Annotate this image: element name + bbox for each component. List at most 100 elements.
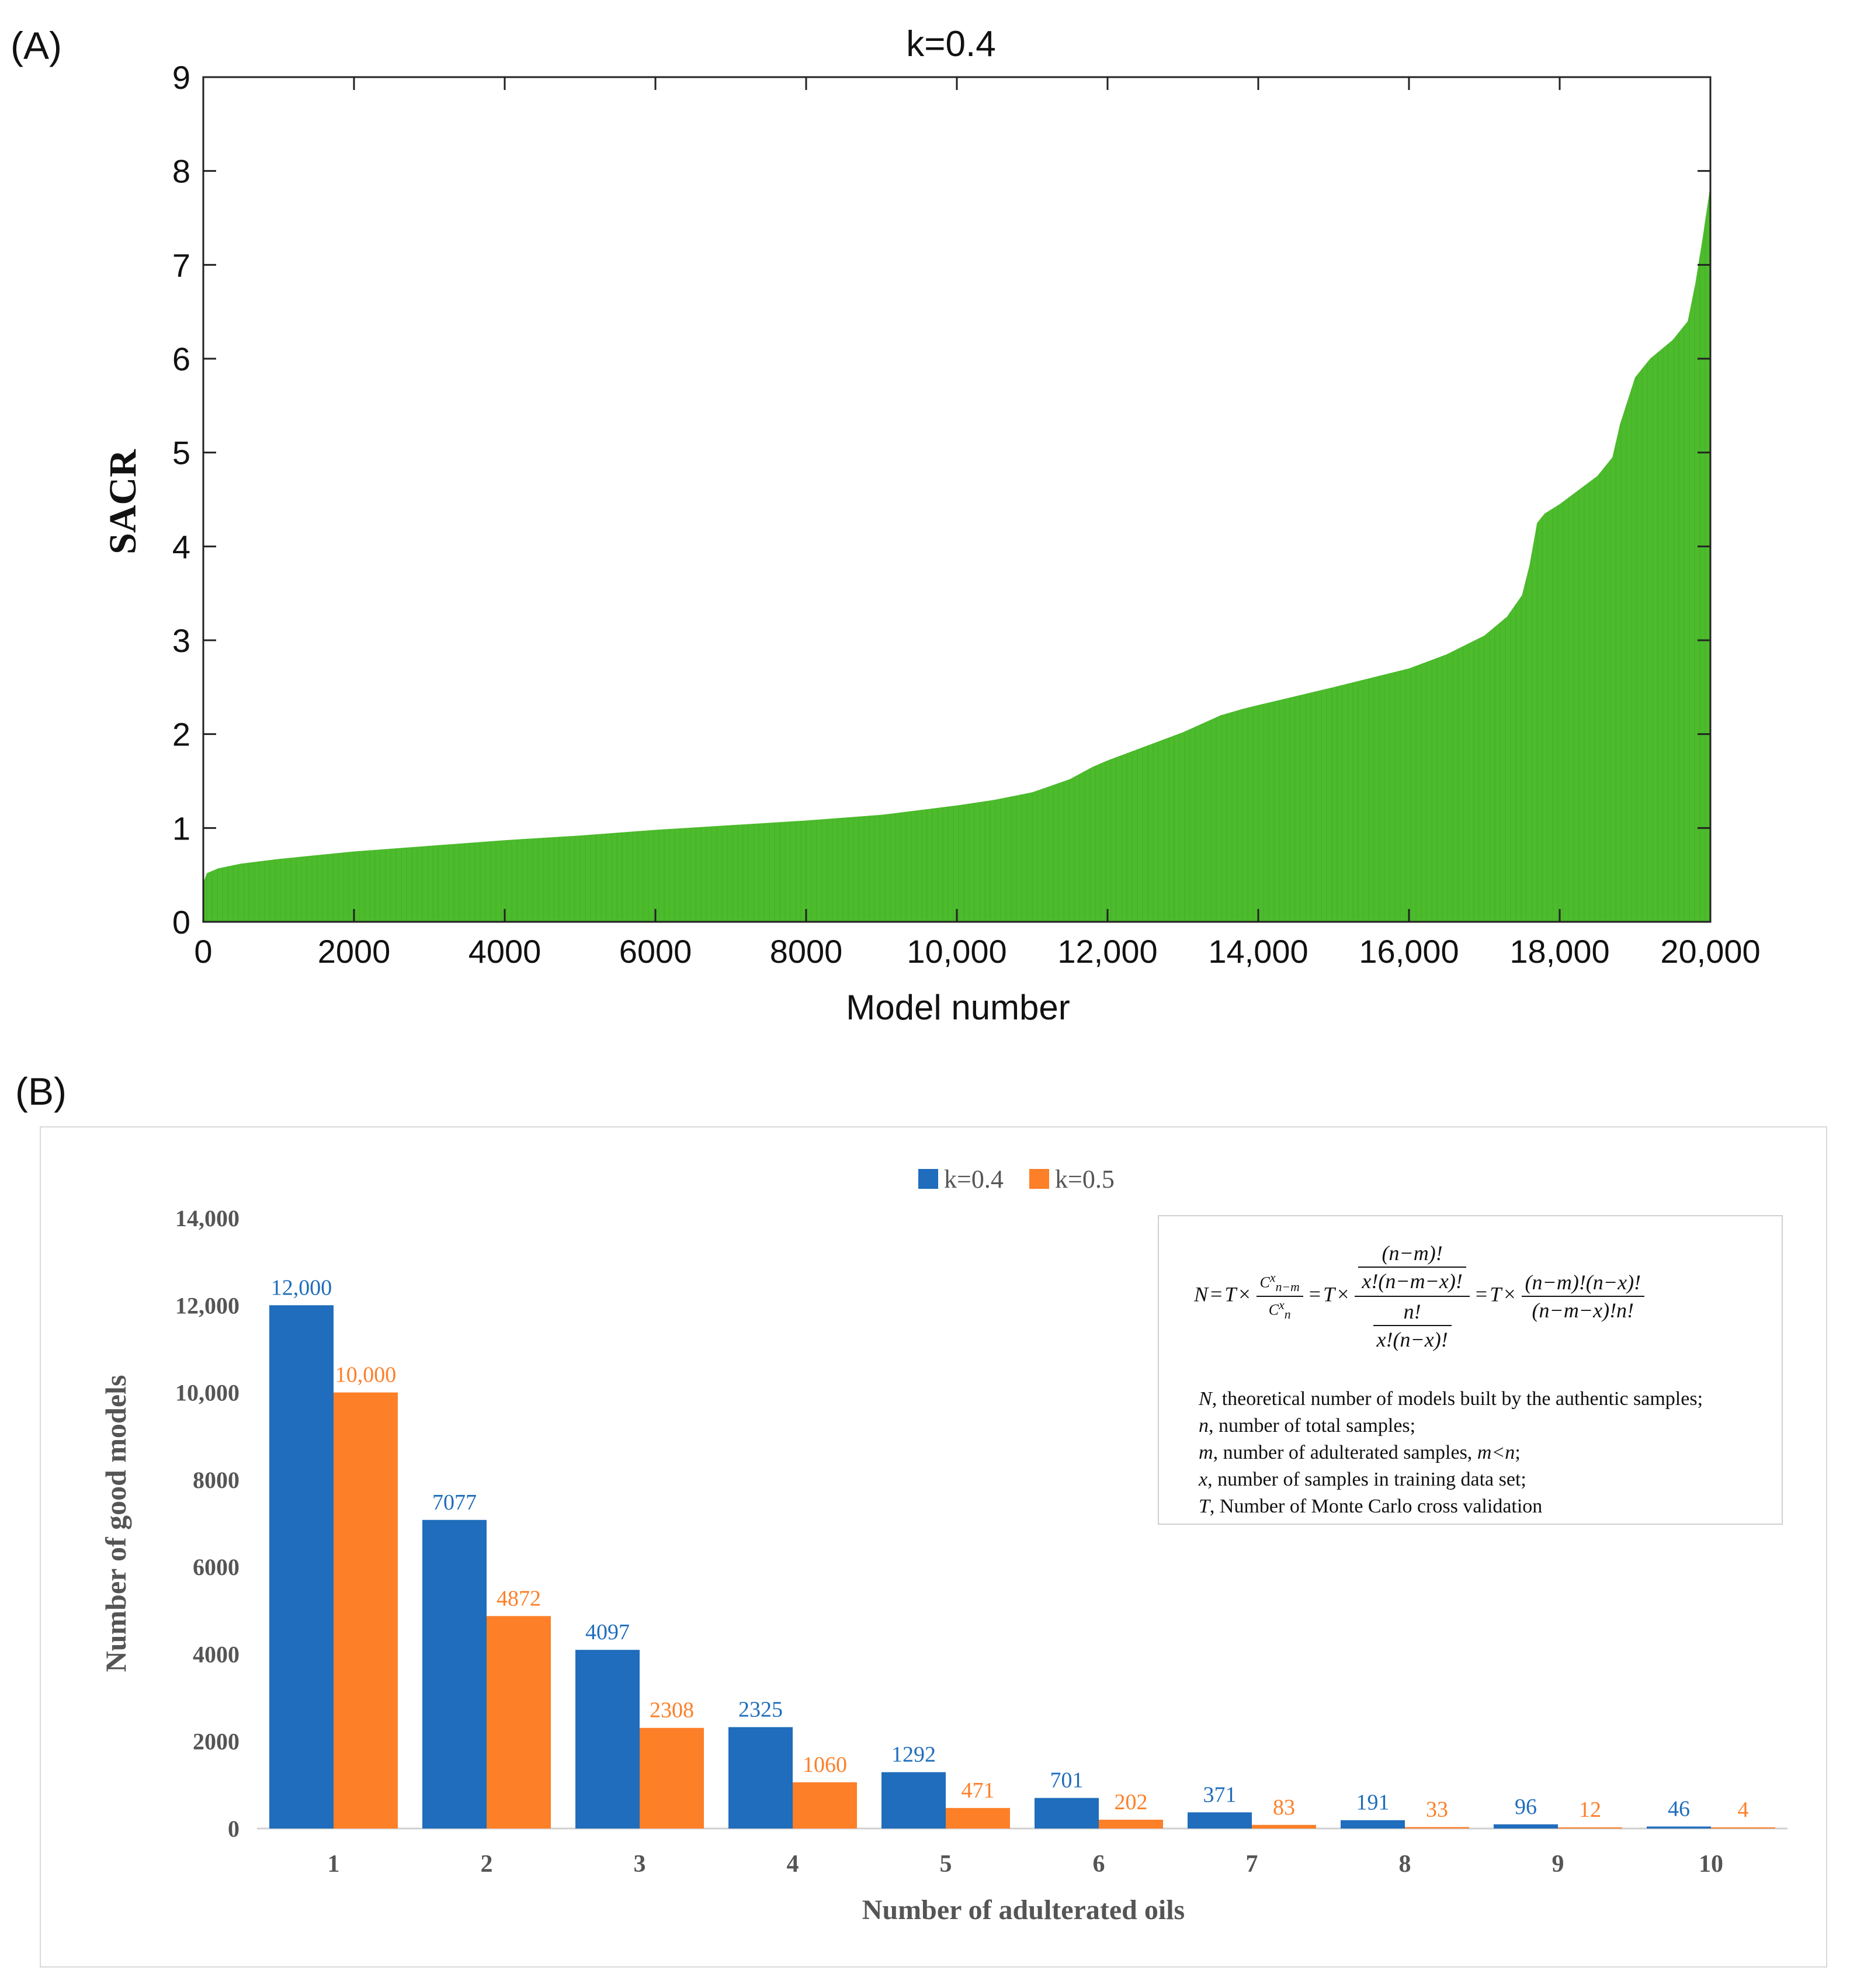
bar-k-05-cat-8 [1405, 1827, 1469, 1829]
data-label: 96 [1515, 1795, 1537, 1819]
bar-k-05-cat-7 [1252, 1824, 1316, 1829]
y-tick-label: 6000 [193, 1554, 240, 1580]
x-axis-label: Number of adulterated oils [862, 1895, 1185, 1925]
y-tick-label: 0 [172, 904, 190, 941]
x-tick-label: 9 [1552, 1851, 1564, 1878]
bar-k-04-cat-9 [1494, 1824, 1558, 1829]
sacr-bar-texture [206, 221, 1706, 922]
formula-box: N = T × Cxn−m Cxn = T × (n−m)! x!(n−m−x)! n! x!(n−x)… [1158, 1215, 1783, 1525]
y-tick-label: 7 [172, 247, 190, 283]
panel-b-frame [40, 1126, 1827, 1968]
x-tick-label: 5 [940, 1851, 952, 1878]
x-tick-label: 8 [1399, 1851, 1411, 1878]
bar-k-05-cat-2 [487, 1616, 551, 1829]
y-axis-label: SACR [102, 449, 144, 554]
y-tick-label: 14,000 [175, 1205, 240, 1231]
data-label: 4872 [497, 1586, 541, 1611]
definition-T: T, Number of Monte Carlo cross validatio… [1199, 1496, 1543, 1517]
bar-k-05-cat-4 [793, 1782, 857, 1829]
data-label: 7077 [432, 1490, 477, 1515]
x-tick-label: 4 [787, 1851, 799, 1878]
data-label: 191 [1356, 1791, 1390, 1815]
bar-k-04-cat-2 [422, 1519, 487, 1829]
data-label: 202 [1115, 1790, 1148, 1814]
x-axis-label: Model number [846, 988, 1070, 1027]
data-label: 83 [1273, 1795, 1295, 1820]
x-tick-label: 12,000 [1057, 933, 1157, 970]
bar-k-04-cat-10 [1647, 1826, 1711, 1829]
bar-k-05-cat-10 [1711, 1827, 1775, 1829]
x-tick-label: 8000 [770, 933, 843, 970]
x-tick-label: 6000 [619, 933, 692, 970]
legend-label: k=0.4 [944, 1165, 1004, 1194]
bar-k-05-cat-6 [1099, 1819, 1163, 1829]
bar-k-05-cat-5 [946, 1807, 1010, 1829]
data-label: 4 [1738, 1798, 1749, 1822]
sacr-area-chart: 0 2000 4000 6000 8000 10,000 12,000 14,000 16,00… [102, 24, 1761, 1027]
data-label: 2325 [738, 1697, 783, 1722]
x-tick-label: 14,000 [1208, 933, 1308, 970]
data-label: 33 [1426, 1798, 1448, 1822]
bar-k-05-cat-1 [334, 1392, 398, 1829]
x-tick-label: 18,000 [1509, 933, 1609, 970]
formula-equation: N = T × Cxn−m Cxn = T × (n−m)! x!(n−m−x)! n! x!(n−x)… [1194, 1238, 1648, 1354]
definition-n: n, number of total samples; [1199, 1415, 1416, 1437]
data-label: 2308 [650, 1698, 694, 1723]
data-label: 1060 [803, 1753, 847, 1777]
legend-swatch [1029, 1169, 1049, 1189]
bar-k-04-cat-8 [1341, 1820, 1405, 1829]
legend-label: k=0.5 [1055, 1165, 1115, 1194]
y-tick-label: 4 [172, 528, 190, 565]
formula-definitions: N, theoretical number of models built by… [1199, 1386, 1703, 1520]
data-label: 1292 [891, 1743, 936, 1767]
bar-k-04-cat-1 [269, 1305, 334, 1829]
chart-title: k=0.4 [906, 24, 995, 64]
x-tick-label: 2 [481, 1851, 493, 1878]
bar-k-05-cat-9 [1558, 1827, 1622, 1829]
legend-swatch [918, 1169, 938, 1189]
factorial-fraction: (n−m)! x!(n−m−x)! n! x!(n−x)! [1355, 1238, 1470, 1354]
definition-x: x, number of samples in training data se… [1199, 1469, 1526, 1490]
data-label: 12,000 [271, 1275, 332, 1300]
bar-k-04-cat-6 [1035, 1798, 1099, 1829]
y-tick-label: 4000 [193, 1641, 240, 1667]
bar-k-04-cat-4 [728, 1727, 793, 1829]
data-label: 46 [1668, 1797, 1690, 1822]
data-label: 12 [1579, 1798, 1601, 1822]
data-label: 471 [962, 1778, 995, 1803]
x-tick-label: 6 [1093, 1851, 1105, 1878]
y-tick-label: 0 [228, 1816, 240, 1842]
y-axis-label: Number of good models [99, 1375, 132, 1673]
panel-b-label: (B) [15, 1070, 67, 1113]
bar-k-04-cat-5 [881, 1772, 946, 1829]
y-tick-label: 2 [172, 716, 190, 753]
y-tick-label: 3 [172, 622, 190, 659]
bar-k-04-cat-7 [1188, 1812, 1252, 1829]
y-tick-label: 10,000 [175, 1380, 240, 1406]
x-tick-label: 4000 [468, 933, 542, 970]
x-tick-label: 0 [194, 933, 212, 970]
data-label: 371 [1203, 1782, 1237, 1807]
y-tick-label: 8000 [193, 1467, 240, 1493]
x-tick-label: 10,000 [907, 933, 1006, 970]
panel-a-label: (A) [11, 24, 62, 67]
y-tick-label: 9 [172, 59, 190, 96]
x-tick-label: 10 [1699, 1851, 1723, 1878]
sacr-area [203, 185, 1710, 922]
x-tick-label: 3 [634, 1851, 646, 1878]
y-tick-label: 8 [172, 153, 190, 190]
x-tick-label: 1 [328, 1851, 340, 1878]
y-tick-label: 2000 [193, 1729, 240, 1755]
x-tick-label: 2000 [318, 933, 391, 970]
y-tick-label: 1 [172, 810, 190, 846]
data-label: 4097 [585, 1620, 630, 1644]
x-tick-label: 16,000 [1359, 933, 1459, 970]
combination-fraction: Cxn−m Cxn [1256, 1269, 1303, 1323]
bar-k-04-cat-3 [575, 1650, 640, 1829]
data-label: 10,000 [335, 1363, 397, 1387]
formula-lhs: N [1194, 1282, 1209, 1306]
bar-k-05-cat-3 [640, 1727, 704, 1829]
simplified-fraction: (n−m)!(n−x)! (n−m−x)!n! [1521, 1269, 1645, 1324]
